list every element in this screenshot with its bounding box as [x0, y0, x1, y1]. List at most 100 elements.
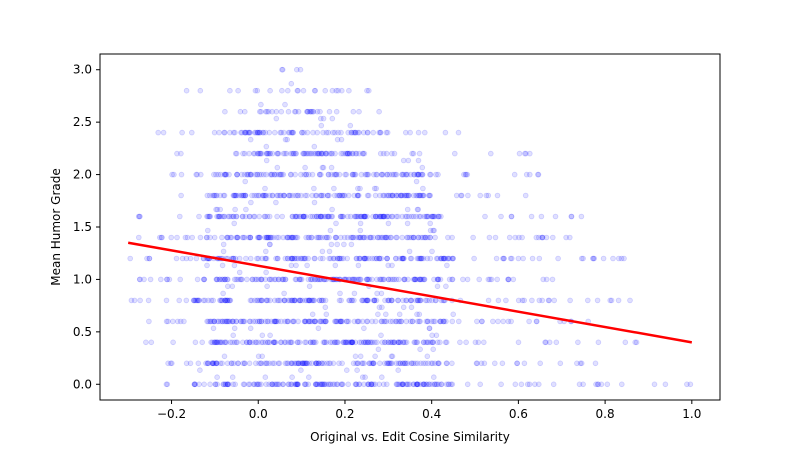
scatter-point [374, 276, 380, 283]
scatter-point [147, 276, 154, 283]
scatter-point [158, 234, 165, 241]
scatter-point [222, 297, 229, 304]
scatter-point [595, 339, 602, 346]
scatter-point [429, 248, 435, 255]
scatter-point [265, 150, 272, 157]
scatter-point [253, 381, 260, 388]
scatter-point [225, 318, 231, 325]
scatter-point [262, 248, 269, 255]
scatter-point [222, 297, 228, 304]
scatter-point [254, 129, 261, 136]
scatter-point [348, 297, 355, 304]
scatter-point [207, 318, 214, 325]
scatter-point [262, 108, 269, 115]
scatter-point [478, 318, 485, 325]
scatter-point [331, 381, 338, 388]
scatter-point [549, 276, 556, 283]
scatter-point [207, 318, 214, 325]
scatter-point [594, 381, 601, 388]
scatter-point [406, 248, 413, 255]
scatter-point [492, 234, 499, 241]
scatter-point [309, 276, 316, 283]
scatter-point [350, 150, 356, 157]
scatter-point [146, 318, 152, 325]
scatter-point [414, 311, 420, 318]
scatter-point [258, 150, 265, 157]
scatter-point [409, 150, 415, 157]
scatter-point [209, 360, 216, 367]
scatter-point [191, 297, 198, 304]
scatter-point [211, 192, 217, 199]
scatter-point [336, 297, 343, 304]
scatter-point [449, 255, 456, 262]
scatter-point [396, 318, 403, 325]
scatter-point [331, 192, 338, 199]
scatter-point [568, 213, 575, 220]
x-tick-label: 0.6 [509, 407, 528, 421]
scatter-point [403, 171, 410, 178]
scatter-point [271, 339, 277, 346]
scatter-point [357, 234, 364, 241]
scatter-point [432, 213, 438, 220]
scatter-point [233, 213, 240, 220]
scatter-point [299, 297, 306, 304]
scatter-point [256, 129, 262, 136]
scatter-point [365, 339, 372, 346]
scatter-point [135, 213, 142, 220]
scatter-point [255, 276, 262, 283]
scatter-point [246, 129, 252, 136]
scatter-point [309, 213, 316, 220]
scatter-point [383, 318, 390, 325]
scatter-point [279, 66, 285, 73]
scatter-point [336, 171, 343, 178]
scatter-point [576, 381, 583, 388]
scatter-point [244, 339, 250, 346]
scatter-point [545, 297, 552, 304]
scatter-point [385, 339, 391, 346]
scatter-point [687, 381, 694, 388]
scatter-point [365, 297, 372, 304]
scatter-point [401, 276, 407, 283]
scatter-point [362, 297, 369, 304]
scatter-point [237, 318, 244, 325]
scatter-point [320, 318, 327, 325]
scatter-point [453, 192, 460, 199]
scatter-point [166, 276, 173, 283]
scatter-point [374, 171, 380, 178]
scatter-point [379, 171, 385, 178]
scatter-point [264, 318, 271, 325]
scatter-point [400, 381, 407, 388]
scatter-point [253, 360, 259, 367]
scatter-point [627, 297, 633, 304]
scatter-point [328, 150, 335, 157]
scatter-point [411, 234, 417, 241]
scatter-point [235, 276, 241, 283]
scatter-point [310, 297, 317, 304]
scatter-point [314, 381, 321, 388]
scatter-point [256, 108, 263, 115]
scatter-point [353, 255, 360, 262]
scatter-point [249, 276, 256, 283]
scatter-point [440, 318, 447, 325]
scatter-point [271, 129, 278, 136]
scatter-point [318, 318, 325, 325]
scatter-point [424, 234, 431, 241]
scatter-point [220, 290, 226, 297]
scatter-point [310, 339, 317, 346]
scatter-point [137, 276, 143, 283]
scatter-point [246, 339, 253, 346]
scatter-point [421, 276, 428, 283]
scatter-point [286, 381, 292, 388]
scatter-point [328, 213, 335, 220]
scatter-point [414, 381, 420, 388]
scatter-point [395, 276, 402, 283]
scatter-point [431, 213, 437, 220]
scatter-point [400, 297, 406, 304]
scatter-point [546, 297, 552, 304]
scatter-point [264, 234, 271, 241]
scatter-point [233, 339, 240, 346]
scatter-point [164, 276, 170, 283]
scatter-point [290, 129, 297, 136]
scatter-point [449, 276, 456, 283]
scatter-point [254, 297, 260, 304]
